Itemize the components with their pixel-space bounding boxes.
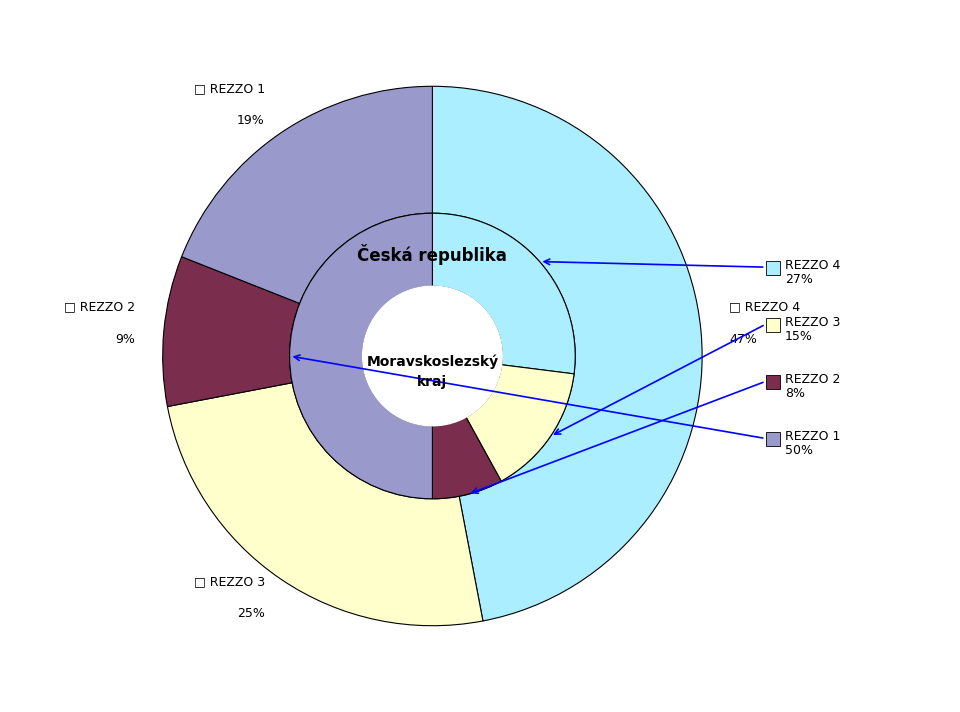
Bar xyxy=(765,261,780,275)
Text: Moravskoslezský
kraj: Moravskoslezský kraj xyxy=(367,355,498,389)
Wedge shape xyxy=(181,86,432,303)
Text: 8%: 8% xyxy=(784,387,804,400)
Circle shape xyxy=(363,286,502,426)
Text: 27%: 27% xyxy=(784,273,812,286)
Text: □ REZZO 1: □ REZZO 1 xyxy=(194,82,265,95)
Text: □ REZZO 2: □ REZZO 2 xyxy=(64,300,135,314)
Text: 47%: 47% xyxy=(730,333,757,346)
Wedge shape xyxy=(167,383,483,626)
Text: REZZO 1: REZZO 1 xyxy=(784,431,840,444)
Text: □ REZZO 4: □ REZZO 4 xyxy=(730,300,801,314)
Text: 25%: 25% xyxy=(237,607,265,620)
Bar xyxy=(765,432,780,446)
Wedge shape xyxy=(432,213,575,374)
Text: 15%: 15% xyxy=(784,330,812,342)
Text: Česká republika: Česká republika xyxy=(357,244,507,265)
Wedge shape xyxy=(432,417,501,499)
Wedge shape xyxy=(466,365,574,481)
Bar xyxy=(765,318,780,333)
Text: REZZO 4: REZZO 4 xyxy=(784,259,840,272)
Text: 9%: 9% xyxy=(115,333,135,346)
Wedge shape xyxy=(290,213,432,499)
Bar xyxy=(765,375,780,389)
Text: 50%: 50% xyxy=(784,444,812,457)
Wedge shape xyxy=(162,257,300,407)
Text: REZZO 3: REZZO 3 xyxy=(784,316,840,329)
Text: REZZO 2: REZZO 2 xyxy=(784,373,840,387)
Text: □ REZZO 3: □ REZZO 3 xyxy=(194,575,265,588)
Text: 19%: 19% xyxy=(237,114,265,127)
Wedge shape xyxy=(432,86,702,621)
